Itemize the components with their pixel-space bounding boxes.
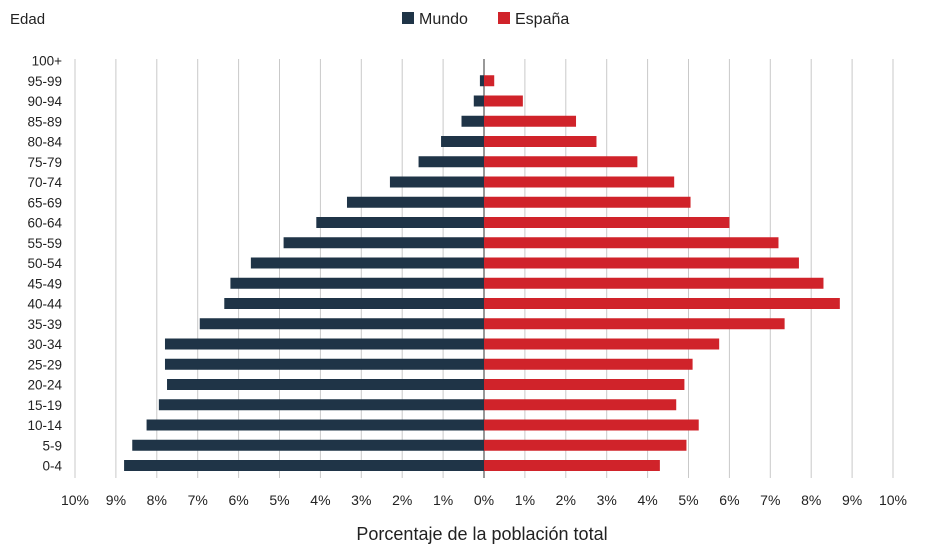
x-tick-label: 7% xyxy=(760,492,780,508)
bar-espana xyxy=(484,318,785,330)
age-group-label: 80-84 xyxy=(27,135,62,150)
x-tick-label: 10% xyxy=(879,492,907,508)
legend-label-mundo: Mundo xyxy=(419,11,468,28)
age-group-label: 85-89 xyxy=(27,114,62,129)
age-group-label: 35-39 xyxy=(27,317,62,332)
bar-mundo xyxy=(164,338,485,350)
bar-espana xyxy=(484,298,840,309)
bar-mundo xyxy=(158,399,484,411)
x-tick-labels: 10% 9% 8% 7% 6% 5% 4% 3% 2% 1% 0% 1% 2% 3% 4% 5% 6% 7% 8% 9… xyxy=(61,492,907,508)
y-axis-title: Edad xyxy=(10,11,45,28)
x-tick-label: 8% xyxy=(147,492,167,508)
age-group-label: 55-59 xyxy=(27,236,62,251)
age-group-labels: 100+ 95-99 90-94 85-89 80-84 75-79 70-74 65-69 6… xyxy=(27,54,62,474)
bar-espana xyxy=(484,358,693,370)
age-group-label: 95-99 xyxy=(27,74,62,89)
bar-mundo xyxy=(146,419,484,431)
x-tick-label: 3% xyxy=(351,492,371,508)
age-group-label: 15-19 xyxy=(27,398,62,413)
bar-mundo xyxy=(199,318,484,330)
bar-espana xyxy=(484,399,677,411)
x-tick-label: 9% xyxy=(842,492,862,508)
legend: Mundo España xyxy=(402,11,569,28)
age-group-label: 20-24 xyxy=(27,378,62,393)
age-group-label: 60-64 xyxy=(27,216,62,231)
bar-espana xyxy=(484,439,687,451)
age-group-label: 5-9 xyxy=(42,438,62,453)
bar-espana xyxy=(484,237,779,249)
x-tick-label: 4% xyxy=(637,492,657,508)
bar-espana xyxy=(484,196,691,208)
legend-label-espana: España xyxy=(515,11,569,28)
bars xyxy=(124,75,840,471)
age-group-label: 50-54 xyxy=(27,256,62,271)
age-group-label: 70-74 xyxy=(27,175,62,190)
bar-mundo xyxy=(230,277,484,289)
bar-espana xyxy=(484,156,638,168)
bar-espana xyxy=(484,115,577,127)
x-tick-label: 7% xyxy=(188,492,208,508)
x-tick-label: 5% xyxy=(678,492,698,508)
x-tick-label: 3% xyxy=(597,492,617,508)
bar-mundo xyxy=(461,115,484,127)
bar-espana xyxy=(484,75,495,87)
x-tick-label: 4% xyxy=(310,492,330,508)
bar-mundo xyxy=(418,156,484,168)
bar-espana xyxy=(484,176,675,188)
bar-espana xyxy=(484,217,730,228)
bar-mundo xyxy=(441,136,484,147)
bar-mundo xyxy=(124,460,484,471)
bar-mundo xyxy=(316,217,484,228)
bar-mundo xyxy=(167,379,484,390)
age-group-label: 100+ xyxy=(32,54,63,69)
bar-mundo xyxy=(473,95,484,107)
bar-mundo xyxy=(479,75,484,87)
bar-espana xyxy=(484,257,799,269)
age-group-label: 90-94 xyxy=(27,94,62,109)
age-group-label: 25-29 xyxy=(27,357,62,372)
bar-espana xyxy=(484,379,685,390)
bar-mundo xyxy=(283,237,484,249)
x-tick-label: 1% xyxy=(515,492,535,508)
bar-espana xyxy=(484,277,824,289)
x-tick-label: 2% xyxy=(392,492,412,508)
age-group-label: 75-79 xyxy=(27,155,62,170)
bar-espana xyxy=(484,95,523,107)
age-group-label: 40-44 xyxy=(27,297,62,312)
bar-mundo xyxy=(250,257,484,269)
bar-espana xyxy=(484,338,720,350)
x-tick-label: 5% xyxy=(269,492,289,508)
age-group-label: 65-69 xyxy=(27,195,62,210)
bar-mundo xyxy=(224,298,484,309)
x-tick-label: 0% xyxy=(474,492,494,508)
x-axis-title: Porcentaje de la población total xyxy=(356,524,607,544)
bar-espana xyxy=(484,460,660,471)
x-tick-label: 2% xyxy=(556,492,576,508)
bar-mundo xyxy=(389,176,484,188)
legend-swatch-mundo xyxy=(402,12,414,24)
age-group-label: 45-49 xyxy=(27,276,62,291)
bar-mundo xyxy=(164,358,485,370)
bar-mundo xyxy=(346,196,484,208)
x-tick-label: 8% xyxy=(801,492,821,508)
age-group-label: 10-14 xyxy=(27,418,62,433)
x-tick-label: 6% xyxy=(228,492,248,508)
x-tick-label: 1% xyxy=(433,492,453,508)
bar-espana xyxy=(484,136,597,147)
bar-espana xyxy=(484,419,699,431)
bar-mundo xyxy=(132,439,484,451)
age-group-label: 30-34 xyxy=(27,337,62,352)
x-tick-label: 6% xyxy=(719,492,739,508)
x-tick-label: 9% xyxy=(106,492,126,508)
legend-swatch-espana xyxy=(498,12,510,24)
x-tick-label: 10% xyxy=(61,492,89,508)
age-group-label: 0-4 xyxy=(42,459,62,474)
